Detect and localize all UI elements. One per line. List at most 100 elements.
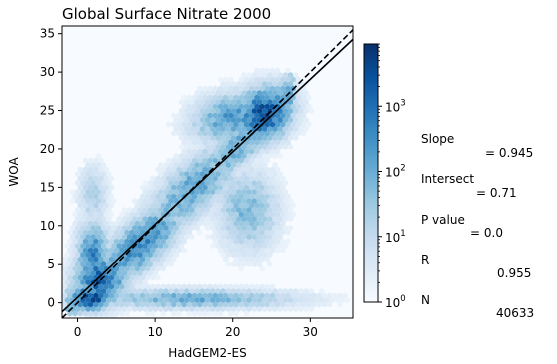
hexbin-cell [116,279,122,285]
hexbin-cell [204,297,211,303]
hexbin-cell [90,261,96,267]
hexbin-cell [139,220,146,227]
hexbin-cell [80,243,86,249]
hexbin-cell [72,211,78,218]
hexbin-cell [275,76,281,83]
hexbin-cell [215,99,221,105]
hexbin-cell [340,297,346,303]
hexbin-cell [152,180,159,186]
hexbin-cell [158,189,164,195]
hexbin-cell [314,297,320,303]
hexbin-cell [277,189,283,195]
hexbin-cell [215,180,221,186]
hexbin-cell [101,234,107,240]
hexbin-cell [267,225,273,231]
hexbin-cell [106,234,112,240]
hexbin-cell [134,301,140,308]
y-tick-label: 25 [40,104,55,118]
hexbin-cell [215,144,221,150]
hexbin-cell [215,153,221,159]
hexbin-cell [225,117,231,123]
hexbin-cell [303,90,309,96]
hexbin-cell [103,220,109,227]
hexbin-cell [272,153,278,159]
hexbin-cell [95,288,101,294]
y-tick-label: 10 [40,219,55,233]
hexbin-cell [93,247,99,254]
hexbin-cell [246,243,252,249]
hexbin-cell [254,292,260,299]
hexbin-cell [241,288,247,294]
hexbin-cell [150,256,156,263]
hexbin-cell [98,184,104,191]
hexbin-cell [262,198,268,204]
hexbin-cell [288,288,294,294]
hexbin-cell [241,243,247,249]
hexbin-cell [236,135,242,141]
hexbin-cell [194,90,200,96]
x-tick-label: 0 [74,325,82,339]
hexbin-cell [269,166,275,173]
hexbin-cell [243,283,250,290]
hexbin-cell [178,153,185,159]
hexbin-cell [189,171,195,177]
hexbin-cell [236,162,242,168]
hexbin-cell [290,301,296,308]
hexbin-cell [103,193,109,200]
hexbin-cell [80,279,86,285]
hexbin-cell [173,225,179,231]
hexbin-cell [259,67,265,74]
hexbin-cell [147,207,153,213]
hexbin-cell [150,301,156,308]
hexbin-cell [233,121,239,128]
hexbin-cell [160,175,166,182]
hexbin-cell [145,265,151,272]
hexbin-cell [267,126,273,132]
hexbin-cell [282,225,288,231]
hexbin-cell [173,306,179,312]
hexbin-cell [264,184,270,191]
hexbin-cell [106,288,112,294]
hexbin-cell [249,121,255,128]
hexbin-cell [264,301,270,308]
hexbin-cell [230,252,237,258]
hexbin-cell [324,297,330,303]
hexbin-cell [191,139,198,146]
hexbin-cell [171,256,177,263]
hexbin-cell [210,126,216,132]
hexbin-cell [316,292,322,299]
hexbin-cell [217,211,224,218]
hexbin-cell [228,220,234,227]
hexbin-cell [293,108,299,114]
hexbin-cell [142,288,148,294]
hexbin-cell [127,216,133,222]
hexbin-cell [241,162,247,168]
hexbin-cell [171,283,177,290]
hexbin-cell [217,283,224,290]
hexbin-cell [150,247,156,254]
hexbin-cell [280,211,286,218]
hexbin-cell [139,256,146,263]
hexbin-cell [106,225,112,231]
hexbin-cell [90,270,96,276]
hexbin-cell [215,126,221,132]
hexbin-cell [230,126,237,132]
hexbin-cell [243,301,250,308]
hexbin-cell [262,72,268,78]
hexbin-cell [129,265,135,272]
hexbin-cell [285,301,291,308]
hexbin-cell [256,90,263,96]
hexbin-cell [207,310,213,317]
hexbin-cell [189,297,195,303]
hexbin-cell [121,279,127,285]
hexbin-cell [62,270,65,276]
hexbin-cell [243,202,250,209]
hexbin-cell [225,198,231,204]
hexbin-cell [119,292,125,299]
hexbin-cell [119,247,125,254]
hexbin-cell [282,117,288,123]
hexbin-cell [215,225,221,231]
hexbin-cell [280,202,286,209]
hexbin-cell [204,153,211,159]
